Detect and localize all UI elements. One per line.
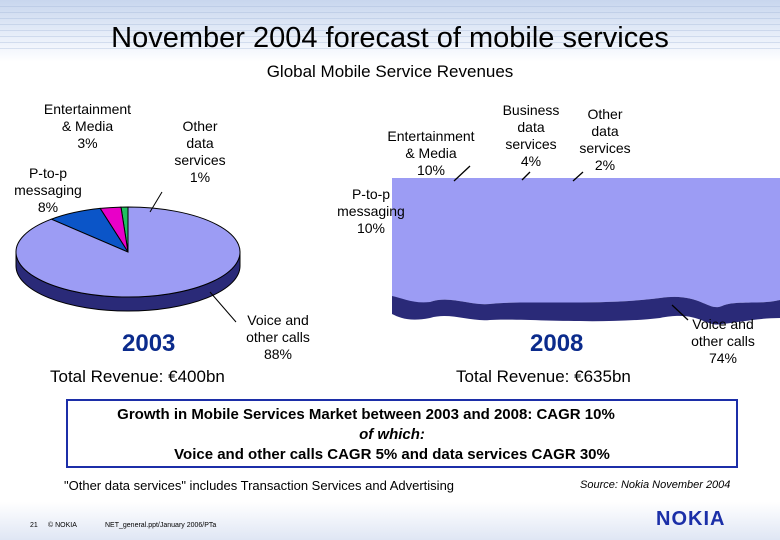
label-2008-entertainment: Entertainment & Media 10% — [387, 128, 475, 178]
chart-subtitle: Global Mobile Service Revenues — [266, 62, 514, 81]
nokia-logo: NOKIA — [656, 508, 726, 530]
label-2003-entertainment: Entertainment & Media 3% — [43, 101, 132, 151]
footer-band — [0, 502, 780, 540]
year-2003: 2003 — [122, 330, 176, 357]
pie-2008-slice-voice — [392, 178, 780, 308]
page-number: 21 — [30, 522, 38, 529]
slide-title: November 2004 forecast of mobile service… — [111, 22, 669, 54]
year-2008: 2008 — [530, 330, 584, 357]
file-name: NET_general.ppt/January 2006/PTa — [105, 522, 217, 529]
total-2008: Total Revenue: €635bn — [456, 367, 631, 386]
growth-summary-box: Growth in Mobile Services Market between… — [66, 399, 738, 468]
label-2008-business-data: Business data services 4% — [502, 102, 560, 169]
leader-2008-other — [572, 171, 584, 182]
copyright: © NOKIA — [48, 522, 77, 529]
header-band — [0, 0, 780, 62]
leader-2008-voice — [671, 304, 689, 321]
leader-2008-business — [521, 171, 531, 181]
pie-2008 — [392, 178, 780, 325]
leader-2003-other — [149, 191, 163, 213]
pie-2003 — [15, 206, 241, 312]
footnote: "Other data services" includes Transacti… — [64, 478, 455, 493]
growth-line-3: Voice and other calls CAGR 5% and data s… — [174, 446, 610, 463]
label-2008-p2p: P-to-p messaging 10% — [337, 186, 405, 236]
pie-2008-edge — [392, 296, 780, 325]
leader-2008-ent — [453, 165, 471, 182]
total-2003: Total Revenue: €400bn — [50, 367, 225, 386]
label-2003-p2p: P-to-p messaging 8% — [14, 165, 82, 215]
label-2003-other-data: Other data services 1% — [174, 118, 226, 185]
pie-2003-slice-voice-and-other-calls — [15, 206, 241, 298]
growth-line-1: Growth in Mobile Services Market between… — [117, 406, 615, 423]
label-2008-other-data: Other data services 2% — [579, 106, 631, 173]
leader-2003-voice — [209, 291, 237, 323]
label-2008-voice: Voice and other calls 74% — [691, 316, 755, 366]
source-note: Source: Nokia November 2004 — [580, 479, 731, 491]
growth-line-2: of which: — [359, 426, 425, 443]
label-2003-voice: Voice and other calls 88% — [246, 312, 310, 362]
